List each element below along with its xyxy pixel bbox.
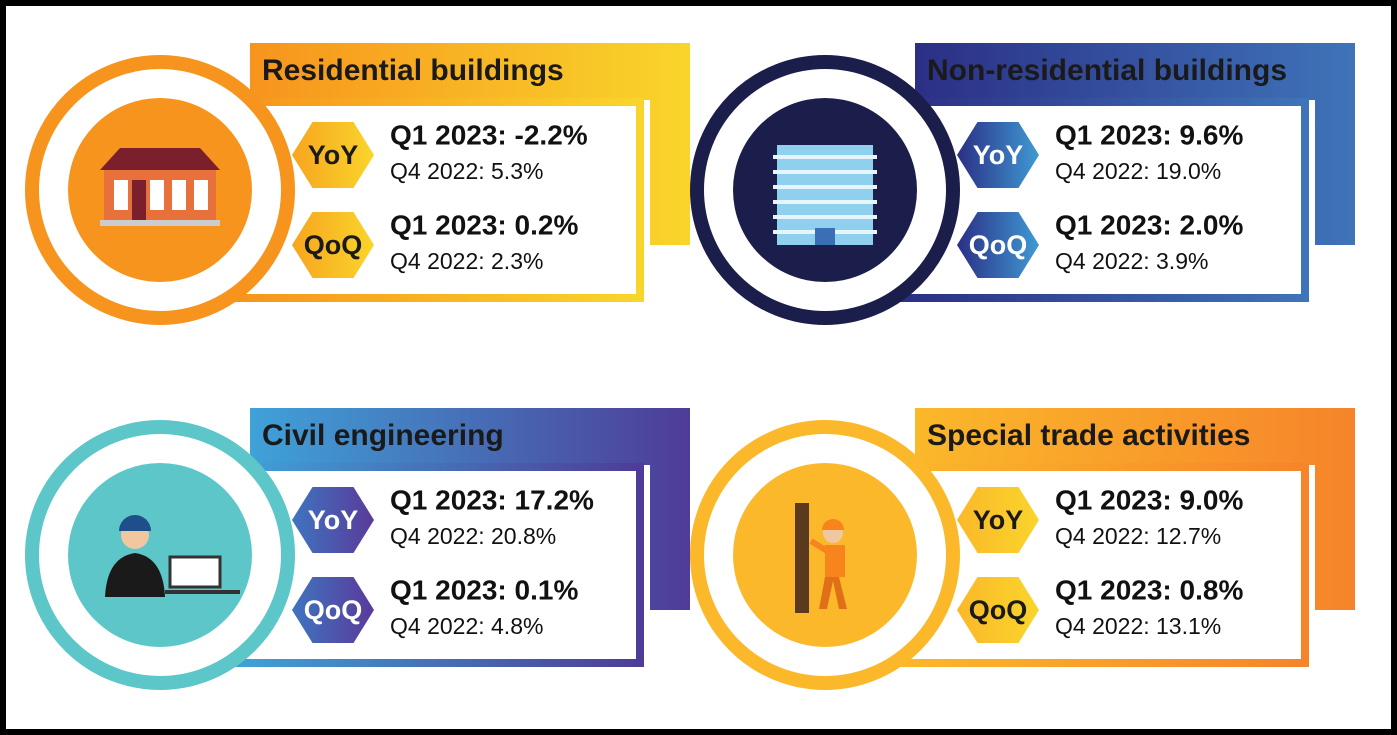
metric-label: YoY xyxy=(308,140,359,170)
icon-roof xyxy=(100,148,220,170)
previous-value: Q4 2022: 2.3% xyxy=(390,248,543,274)
icon-stand xyxy=(165,590,240,594)
current-value: Q1 2023: 2.0% xyxy=(1055,209,1243,240)
metric-label: QoQ xyxy=(304,230,363,260)
current-value: Q1 2023: -2.2% xyxy=(390,119,588,150)
previous-value: Q4 2022: 20.8% xyxy=(390,523,556,549)
icon-window xyxy=(172,180,186,210)
metric-label: YoY xyxy=(973,505,1024,535)
panel: Residential buildings YoY Q1 2023: -2.2% Q4… xyxy=(32,43,690,318)
metric-label: QoQ xyxy=(969,595,1028,625)
previous-value: Q4 2022: 5.3% xyxy=(390,158,543,184)
metric-label: YoY xyxy=(973,140,1024,170)
icon-post xyxy=(795,503,809,613)
current-value: Q1 2023: 9.0% xyxy=(1055,484,1243,515)
current-value: Q1 2023: 17.2% xyxy=(390,484,594,515)
current-value: Q1 2023: 0.2% xyxy=(390,209,578,240)
icon-board xyxy=(170,557,220,587)
icon-window xyxy=(150,180,164,210)
icon-disc xyxy=(68,463,252,647)
previous-value: Q4 2022: 3.9% xyxy=(1055,248,1208,274)
icon-floor xyxy=(773,215,877,219)
panel-title: Non-residential buildings xyxy=(927,54,1287,87)
metric-label: QoQ xyxy=(969,230,1028,260)
icon-window xyxy=(194,180,208,210)
icon-door xyxy=(815,228,835,245)
icon-floor xyxy=(773,200,877,204)
panel-title: Residential buildings xyxy=(262,54,564,87)
icon-floor xyxy=(773,155,877,159)
previous-value: Q4 2022: 12.7% xyxy=(1055,523,1221,549)
infographic: Residential buildings YoY Q1 2023: -2.2% Q4… xyxy=(0,0,1397,735)
icon-floor xyxy=(773,170,877,174)
panel: Special trade activities YoY Q1 2023: 9.0%… xyxy=(697,408,1355,683)
current-value: Q1 2023: 0.8% xyxy=(1055,574,1243,605)
metric-label: YoY xyxy=(308,505,359,535)
icon-window xyxy=(114,180,128,210)
previous-value: Q4 2022: 13.1% xyxy=(1055,613,1221,639)
icon-base xyxy=(100,220,220,226)
current-value: Q1 2023: 0.1% xyxy=(390,574,578,605)
icon-body xyxy=(825,545,845,577)
panel: Civil engineering YoY Q1 2023: 17.2% Q4 202… xyxy=(32,408,690,683)
previous-value: Q4 2022: 4.8% xyxy=(390,613,543,639)
panel-title: Special trade activities xyxy=(927,419,1251,452)
current-value: Q1 2023: 9.6% xyxy=(1055,119,1243,150)
panel-title: Civil engineering xyxy=(262,419,504,452)
metric-label: QoQ xyxy=(304,595,363,625)
icon-door xyxy=(132,180,146,220)
previous-value: Q4 2022: 19.0% xyxy=(1055,158,1221,184)
panel: Non-residential buildings YoY Q1 2023: 9.6… xyxy=(697,43,1355,318)
icon-floor xyxy=(773,185,877,189)
